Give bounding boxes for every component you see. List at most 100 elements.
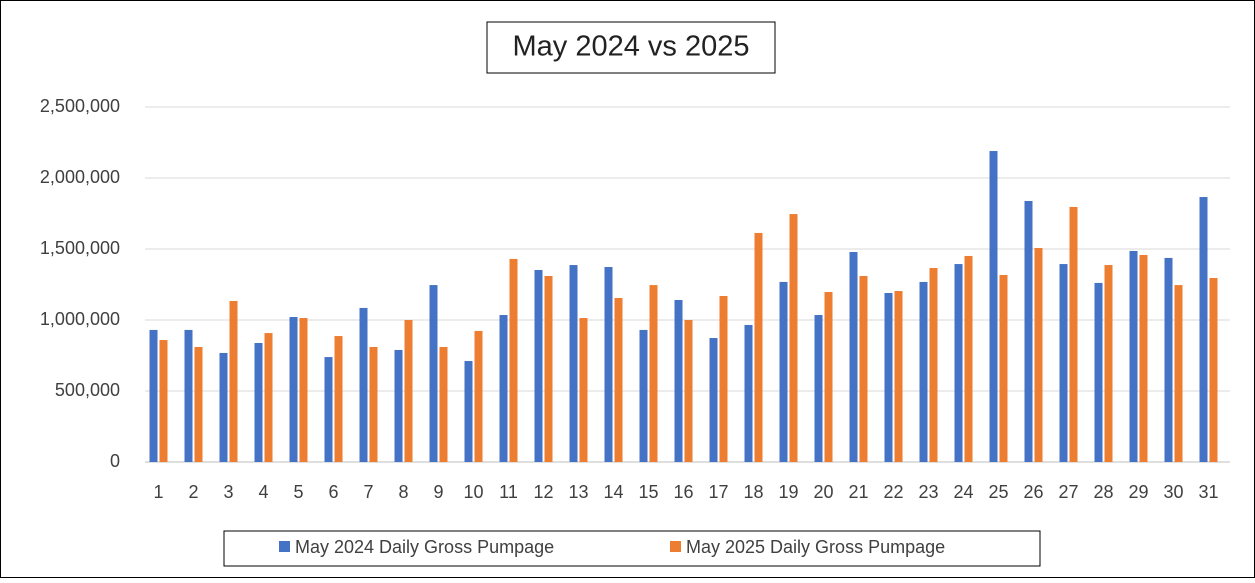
x-tick-label: 8 — [398, 482, 408, 502]
bar — [814, 315, 823, 462]
y-tick-label: 2,000,000 — [40, 167, 120, 187]
bar — [919, 281, 928, 462]
bar — [884, 293, 893, 462]
bar — [1024, 201, 1033, 462]
x-tick-label: 4 — [258, 482, 268, 502]
title-box — [486, 21, 776, 74]
bar — [1199, 197, 1208, 462]
bar — [229, 300, 238, 462]
bar — [1174, 285, 1183, 462]
bar — [159, 340, 168, 462]
bar — [779, 281, 788, 462]
bar — [859, 275, 868, 462]
bar — [754, 232, 763, 462]
bar — [264, 333, 273, 462]
x-tick-label: 27 — [1058, 482, 1078, 502]
bar — [394, 349, 403, 462]
x-tick-label: 16 — [673, 482, 693, 502]
bar — [744, 324, 753, 462]
bar — [359, 307, 368, 462]
bar — [544, 275, 553, 462]
bar — [474, 330, 483, 462]
bar — [429, 285, 438, 462]
bar — [789, 214, 798, 462]
bar — [649, 285, 658, 462]
x-tick-label: 29 — [1128, 482, 1148, 502]
x-tick-label: 30 — [1163, 482, 1183, 502]
bar — [684, 320, 693, 462]
bar — [569, 265, 578, 462]
x-tick-label: 6 — [328, 482, 338, 502]
legend-swatch — [670, 541, 681, 552]
x-tick-label: 5 — [293, 482, 303, 502]
bar — [824, 292, 833, 462]
bar — [184, 329, 193, 462]
bar — [989, 151, 998, 462]
x-tick-label: 23 — [918, 482, 938, 502]
bar — [149, 329, 158, 462]
y-tick-label: 1,500,000 — [40, 238, 120, 258]
bar — [1129, 250, 1138, 462]
bar — [499, 315, 508, 462]
x-tick-label: 1 — [153, 482, 163, 502]
bar — [604, 267, 613, 462]
bar — [509, 258, 518, 462]
x-tick-label: 17 — [708, 482, 728, 502]
x-tick-label: 25 — [988, 482, 1008, 502]
bar — [894, 291, 903, 462]
bar — [964, 255, 973, 462]
bar — [534, 270, 543, 462]
x-tick-label: 28 — [1093, 482, 1113, 502]
bar — [289, 317, 298, 462]
bar — [1094, 282, 1103, 462]
bar — [219, 352, 228, 462]
x-tick-label: 24 — [953, 482, 973, 502]
bar — [1209, 277, 1218, 462]
bar — [579, 318, 588, 462]
x-tick-label: 26 — [1023, 482, 1043, 502]
x-tick-label: 12 — [533, 482, 553, 502]
x-tick-label: 2 — [188, 482, 198, 502]
legend-label: May 2025 Daily Gross Pumpage — [686, 537, 945, 557]
legend-label: May 2024 Daily Gross Pumpage — [295, 537, 554, 557]
bar — [849, 251, 858, 462]
bar — [709, 338, 718, 462]
y-tick-label: 0 — [110, 451, 120, 471]
bar — [1104, 265, 1113, 462]
bar — [719, 296, 728, 462]
x-tick-label: 13 — [568, 482, 588, 502]
x-tick-label: 9 — [433, 482, 443, 502]
y-tick-label: 500,000 — [55, 380, 120, 400]
bar — [464, 361, 473, 462]
bar — [674, 299, 683, 462]
bar — [639, 329, 648, 462]
legend-box — [223, 530, 1041, 567]
x-tick-label: 31 — [1198, 482, 1218, 502]
x-tick-label: 15 — [638, 482, 658, 502]
legend-swatch — [279, 541, 290, 552]
x-tick-label: 21 — [848, 482, 868, 502]
bar — [1034, 248, 1043, 462]
bar — [1139, 254, 1148, 462]
bar — [254, 343, 263, 462]
bar — [614, 297, 623, 462]
x-tick-label: 7 — [363, 482, 373, 502]
bar — [439, 346, 448, 462]
bar — [929, 268, 938, 462]
x-tick-label: 3 — [223, 482, 233, 502]
x-tick-label: 14 — [603, 482, 623, 502]
bar — [324, 357, 333, 462]
bar — [954, 264, 963, 462]
bar — [1069, 206, 1078, 462]
x-tick-label: 19 — [778, 482, 798, 502]
bar — [1059, 264, 1068, 462]
x-tick-label: 20 — [813, 482, 833, 502]
bar — [299, 318, 308, 462]
chart-title: May 2024 vs 2025 — [513, 31, 750, 63]
x-tick-label: 22 — [883, 482, 903, 502]
x-tick-label: 10 — [463, 482, 483, 502]
bar — [404, 320, 413, 462]
